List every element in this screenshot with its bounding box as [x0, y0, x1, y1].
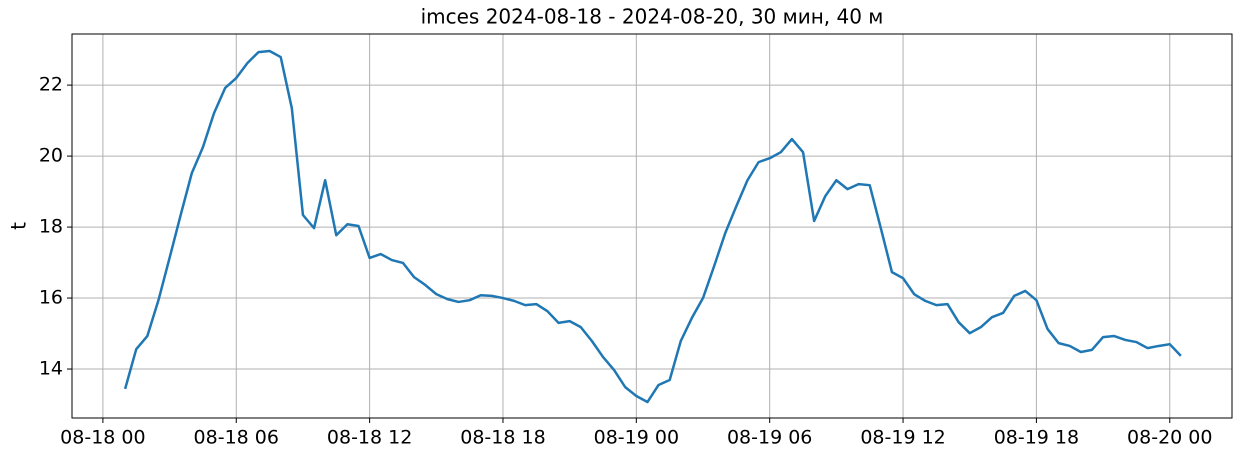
- y-axis-label: t: [7, 222, 31, 230]
- y-tick-label: 20: [39, 145, 63, 167]
- y-tick-label: 22: [39, 74, 63, 96]
- x-tick-label: 08-18 18: [460, 427, 545, 449]
- y-tick-label: 18: [39, 216, 63, 238]
- x-tick-label: 08-19 18: [994, 427, 1079, 449]
- x-tick-label: 08-19 06: [727, 427, 812, 449]
- plot-frame: [71, 33, 1233, 419]
- x-tick-label: 08-18 00: [60, 427, 145, 449]
- y-tick-label: 14: [39, 358, 63, 380]
- x-tick-label: 08-19 00: [594, 427, 679, 449]
- x-tick-label: 08-19 12: [860, 427, 945, 449]
- y-tick-label: 16: [39, 287, 63, 309]
- x-tick-label: 08-18 06: [194, 427, 279, 449]
- x-tick-label: 08-20 00: [1127, 427, 1212, 449]
- chart-title: imces 2024-08-18 - 2024-08-20, 30 мин, 4…: [421, 5, 884, 29]
- x-tick-label: 08-18 12: [327, 427, 412, 449]
- data-line: [123, 49, 1182, 404]
